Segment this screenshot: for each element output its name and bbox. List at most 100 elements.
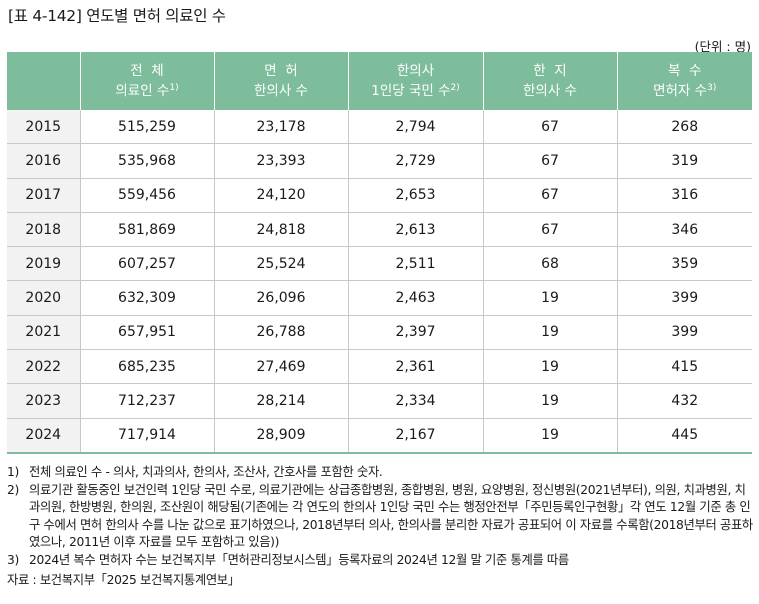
year-cell: 2020: [7, 280, 80, 316]
value-cell: 28,214: [213, 383, 348, 419]
value-cell: 24,818: [213, 212, 348, 248]
table-row: 2020 632,309 26,096 2,463 19 399: [7, 280, 752, 316]
column-header: 한의사 1인당 국민 수2): [347, 52, 483, 110]
footnote-number: 3): [7, 552, 19, 567]
table-row: 2021 657,951 26,788 2,397 19 399: [7, 315, 752, 351]
column-header-line2: 한의사 수: [215, 81, 348, 101]
footnote-marker: 1): [169, 83, 179, 93]
value-cell: 399: [616, 280, 752, 316]
column-header-line1: 전 체: [130, 63, 164, 79]
year-cell: 2019: [7, 246, 80, 282]
value-cell: 399: [616, 315, 752, 351]
year-cell: 2021: [7, 315, 80, 351]
value-cell: 268: [616, 110, 752, 145]
column-header-line1: 면 허: [264, 63, 298, 79]
value-cell: 717,914: [79, 418, 214, 454]
value-cell: 2,729: [347, 143, 483, 179]
notes-list: 1) 전체 의료인 수 - 의사, 치과의사, 한의사, 조산사, 간호사를 포함…: [7, 464, 755, 569]
table-row: 2022 685,235 27,469 2,361 19 415: [7, 349, 752, 385]
year-cell: 2023: [7, 383, 80, 419]
column-header-line1: 한의사: [396, 63, 435, 79]
value-cell: 2,511: [347, 246, 483, 282]
value-cell: 19: [482, 383, 617, 419]
value-cell: 67: [482, 212, 617, 248]
value-cell: 25,524: [213, 246, 348, 282]
value-cell: 2,463: [347, 280, 483, 316]
table-body: 2015 515,259 23,178 2,794 67 268 2016 535,968 23…: [7, 110, 752, 454]
table-row: 2019 607,257 25,524 2,511 68 359: [7, 246, 752, 282]
value-cell: 607,257: [79, 246, 214, 282]
year-cell: 2018: [7, 212, 80, 248]
value-cell: 316: [616, 178, 752, 213]
footnote: 1) 전체 의료인 수 - 의사, 치과의사, 한의사, 조산사, 간호사를 포함…: [7, 464, 755, 482]
value-cell: 2,653: [347, 178, 483, 213]
column-header-line2: 1인당 국민 수2): [349, 81, 483, 101]
footnote-marker: 2): [450, 83, 460, 93]
column-header-line2: 의료인 수1): [81, 81, 214, 101]
value-cell: 535,968: [79, 143, 214, 179]
value-cell: 2,794: [347, 110, 483, 145]
year-cell: 2024: [7, 418, 80, 454]
value-cell: 26,096: [213, 280, 348, 316]
year-cell: 2016: [7, 143, 80, 179]
column-header: [7, 52, 80, 110]
footnote: 3) 2024년 복수 면허자 수는 보건복지부「면허관리정보시스템」등록자료의 …: [7, 552, 755, 570]
value-cell: 432: [616, 383, 752, 419]
value-cell: 2,334: [347, 383, 483, 419]
value-cell: 632,309: [79, 280, 214, 316]
value-cell: 67: [482, 143, 617, 179]
column-header-text: 1인당 국민 수: [371, 83, 451, 99]
value-cell: 27,469: [213, 349, 348, 385]
table-row: 2016 535,968 23,393 2,729 67 319: [7, 143, 752, 179]
table-row: 2024 717,914 28,909 2,167 19 445: [7, 418, 752, 454]
year-cell: 2022: [7, 349, 80, 385]
column-header-line1: 한 지: [533, 63, 567, 79]
footnote-number: 1): [7, 465, 19, 479]
footnote-text: 의료기관 활동중인 보건인력 1인당 국민 수로, 의료기관에는 상급종합병원,…: [29, 482, 753, 550]
value-cell: 23,178: [213, 110, 348, 145]
footnote-text: 2024년 복수 면허자 수는 보건복지부「면허관리정보시스템」등록자료의 20…: [29, 552, 569, 567]
value-cell: 68: [482, 246, 617, 282]
value-cell: 359: [616, 246, 752, 282]
value-cell: 23,393: [213, 143, 348, 179]
footnote: 2) 의료기관 활동중인 보건인력 1인당 국민 수로, 의료기관에는 상급종합병…: [7, 482, 755, 552]
column-header-line1: 복 수: [668, 63, 702, 79]
footnote-text: 전체 의료인 수 - 의사, 치과의사, 한의사, 조산사, 간호사를 포함한 …: [29, 465, 383, 479]
source-note: 자료 : 보건복지부「2025 보건복지통계연보」: [7, 573, 240, 587]
value-cell: 2,613: [347, 212, 483, 248]
value-cell: 415: [616, 349, 752, 385]
value-cell: 515,259: [79, 110, 214, 145]
value-cell: 19: [482, 280, 617, 316]
column-header-text: 한의사 수: [523, 83, 577, 99]
table-row: 2018 581,869 24,818 2,613 67 346: [7, 212, 752, 248]
value-cell: 445: [616, 418, 752, 454]
value-cell: 685,235: [79, 349, 214, 385]
footnotes: 1) 전체 의료인 수 - 의사, 치과의사, 한의사, 조산사, 간호사를 포함…: [7, 464, 755, 590]
value-cell: 19: [482, 315, 617, 351]
table-title: [표 4-142] 연도별 면허 의료인 수: [8, 7, 226, 25]
year-cell: 2015: [7, 110, 80, 145]
column-header-line2: 면허자 수3): [618, 81, 753, 101]
value-cell: 559,456: [79, 178, 214, 213]
value-cell: 319: [616, 143, 752, 179]
unit-label: (단위 : 명): [694, 39, 751, 54]
value-cell: 712,237: [79, 383, 214, 419]
value-cell: 67: [482, 110, 617, 145]
footnote-marker: 3): [707, 83, 717, 93]
value-cell: 28,909: [213, 418, 348, 454]
value-cell: 346: [616, 212, 752, 248]
table-row: 2023 712,237 28,214 2,334 19 432: [7, 383, 752, 419]
value-cell: 19: [482, 418, 617, 454]
table-row: 2015 515,259 23,178 2,794 67 268: [7, 110, 752, 145]
footnote-number: 2): [7, 482, 19, 497]
value-cell: 2,361: [347, 349, 483, 385]
value-cell: 24,120: [213, 178, 348, 213]
table-row: 2017 559,456 24,120 2,653 67 316: [7, 178, 752, 213]
